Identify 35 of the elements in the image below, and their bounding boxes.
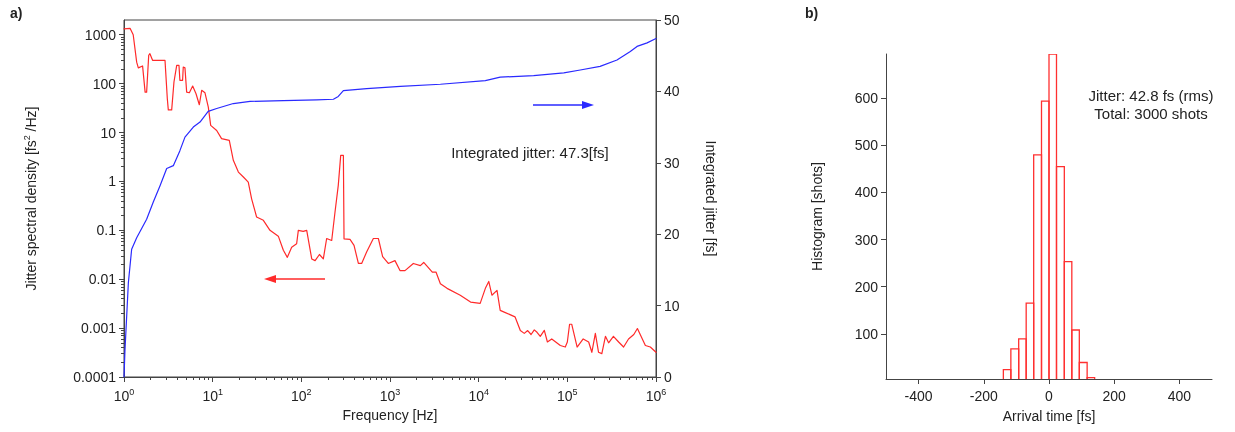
y-tick-label: 400	[854, 184, 879, 201]
y-tick-label: 100	[92, 75, 117, 92]
annotation: Integrated jitter: 47.3[fs]	[451, 143, 609, 161]
chart-title: b)	[805, 5, 819, 21]
x-tick-label: 200	[1102, 388, 1127, 404]
y-tick-label: 0.1	[96, 222, 117, 239]
y2-tick-label: 50	[664, 12, 680, 28]
y-tick-label: 10	[100, 124, 117, 141]
chart-title: a)	[10, 5, 23, 21]
y-tick-label: 100	[854, 325, 879, 342]
y2-axis-title: Integrated jitter [fs]	[703, 140, 719, 257]
x-axis-title: Arrival time [fs]	[1002, 408, 1096, 424]
y-tick-label: 200	[854, 278, 879, 295]
y-tick-label: 0.0001	[73, 369, 117, 385]
y-tick-label: 0.001	[80, 320, 117, 337]
y2-tick-label: 0	[664, 369, 672, 385]
y2-tick-label: 40	[664, 83, 680, 100]
x-axis-title: Frequency [Hz]	[342, 406, 438, 423]
y-tick-label: 300	[854, 231, 879, 248]
y2-tick-label: 20	[664, 226, 680, 243]
y-tick-label: 0.01	[88, 271, 117, 288]
y-tick-label: 1	[108, 173, 117, 190]
y-axis-title: Histogram [shots]	[809, 162, 825, 271]
y-tick-label: 600	[854, 90, 879, 107]
annotation: Jitter: 42.8 fs (rms)	[1088, 86, 1214, 104]
y2-tick-label: 30	[664, 154, 680, 171]
x-tick-label: 400	[1167, 388, 1192, 404]
y2-tick-label: 10	[664, 297, 680, 314]
x-tick-label: -400	[904, 388, 933, 404]
x-tick-label: 0	[1045, 388, 1054, 404]
annotation: Total: 3000 shots	[1094, 104, 1208, 122]
y-axis-title: Jitter spectral density [fs2 /Hz]	[21, 106, 39, 291]
y-tick-label: 1000	[84, 26, 117, 43]
y-tick-label: 500	[854, 137, 879, 154]
x-tick-label: -200	[969, 388, 999, 404]
